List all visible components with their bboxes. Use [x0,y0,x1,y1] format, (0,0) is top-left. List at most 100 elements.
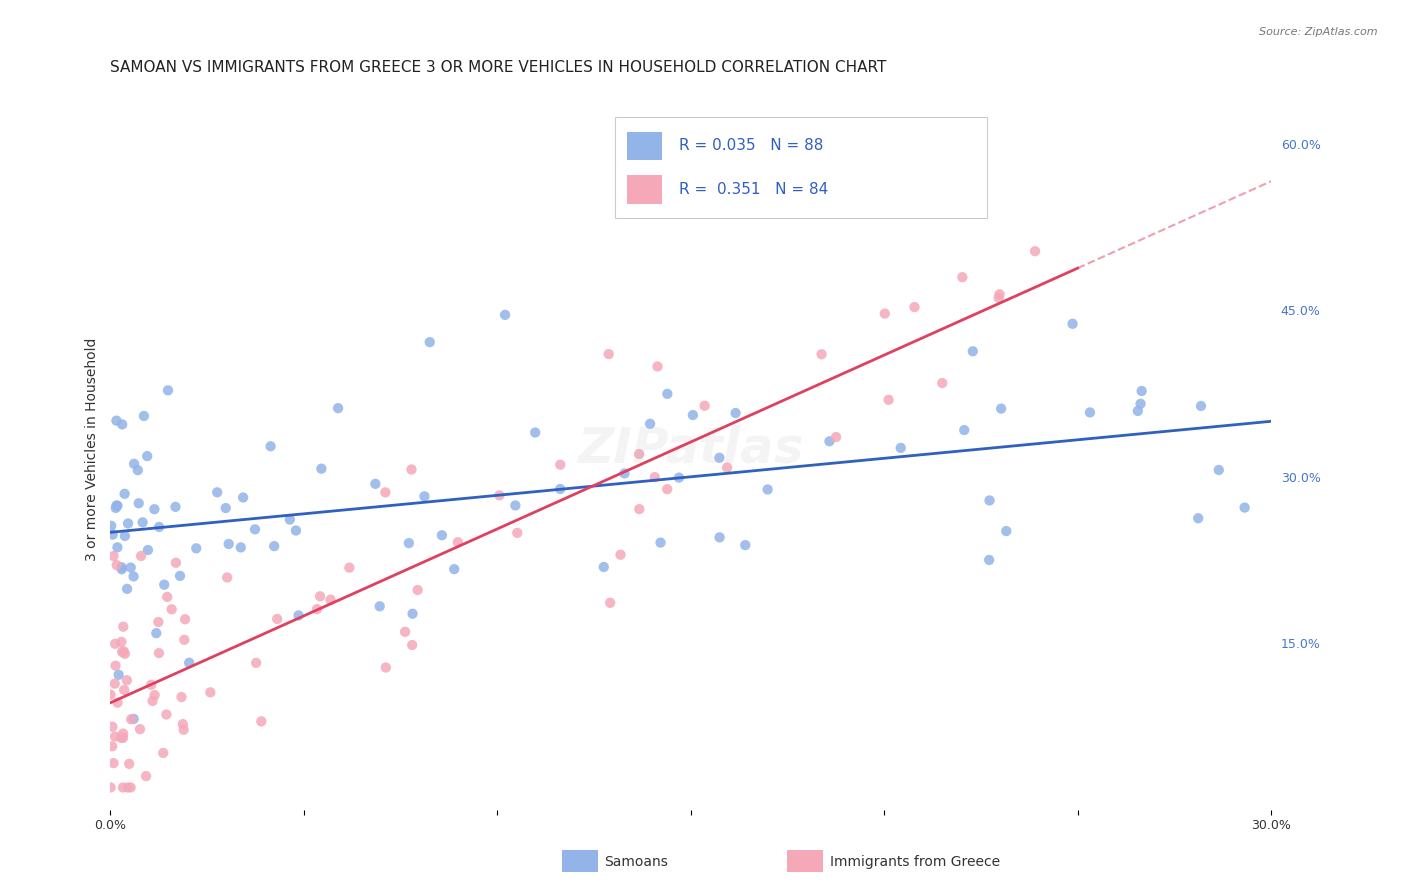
Samoans [548,482,571,496]
Immigrants from Greece [112,683,135,698]
Immigrants from Greece [810,347,832,361]
Immigrants from Greece [173,632,195,647]
Samoans [278,512,301,526]
Samoans [114,487,136,501]
Samoans [122,569,145,583]
Samoans [326,401,349,416]
Immigrants from Greece [107,696,129,710]
Samoans [818,434,841,449]
Samoans [890,441,912,455]
Text: R = 0.035   N = 88: R = 0.035 N = 88 [679,138,824,153]
Samoans [398,536,420,550]
Immigrants from Greece [101,720,124,734]
Immigrants from Greece [550,458,572,472]
Samoans [111,417,134,432]
FancyBboxPatch shape [627,131,662,161]
Immigrants from Greece [1024,244,1046,259]
Immigrants from Greece [165,556,187,570]
Samoans [101,527,124,541]
Immigrants from Greece [693,399,716,413]
Samoans [186,541,208,556]
Immigrants from Greece [111,731,134,745]
Samoans [232,491,254,505]
Immigrants from Greece [104,658,127,673]
Immigrants from Greece [160,602,183,616]
Samoans [143,502,166,516]
Samoans [128,496,150,510]
Immigrants from Greece [825,430,848,444]
Samoans [613,467,636,481]
Samoans [668,470,690,484]
Samoans [243,522,266,536]
Immigrants from Greece [152,746,174,760]
FancyBboxPatch shape [616,117,987,219]
Immigrants from Greece [305,602,328,616]
Samoans [1233,500,1256,515]
Samoans [413,489,436,503]
Immigrants from Greece [174,612,197,626]
Samoans [709,530,731,544]
Immigrants from Greece [143,688,166,702]
Samoans [724,406,747,420]
Samoans [111,560,134,574]
Immigrants from Greece [628,447,651,461]
Samoans [132,409,155,423]
Samoans [494,308,516,322]
Samoans [120,560,142,574]
Samoans [709,450,731,465]
Samoans [990,401,1012,416]
Samoans [165,500,187,514]
Immigrants from Greece [644,470,666,484]
Immigrants from Greece [598,347,620,361]
Immigrants from Greece [488,488,510,502]
Samoans [995,524,1018,538]
Samoans [107,541,129,555]
Samoans [215,501,238,516]
Immigrants from Greece [110,635,132,649]
Samoans [443,562,465,576]
Samoans [105,414,128,428]
Samoans [1062,317,1084,331]
Immigrants from Greece [374,485,396,500]
Immigrants from Greece [129,722,152,736]
Samoans [218,537,240,551]
Samoans [117,516,139,531]
Samoans [953,423,976,437]
Samoans [657,387,679,401]
Samoans [287,608,309,623]
Immigrants from Greece [337,560,360,574]
Immigrants from Greece [401,638,423,652]
Immigrants from Greece [628,502,651,516]
Samoans [592,560,614,574]
Immigrants from Greece [104,637,127,651]
Immigrants from Greece [112,644,135,658]
Samoans [169,569,191,583]
Samoans [105,499,128,513]
Immigrants from Greece [319,592,342,607]
Immigrants from Greece [931,376,953,390]
Text: ZIPatlas: ZIPatlas [578,425,804,473]
Samoans [122,712,145,726]
Immigrants from Greece [114,647,136,661]
Immigrants from Greece [104,730,127,744]
Immigrants from Greece [950,270,973,285]
Text: R =  0.351   N = 84: R = 0.351 N = 84 [679,182,828,197]
Immigrants from Greece [266,612,288,626]
Samoans [136,449,159,463]
Immigrants from Greece [374,660,396,674]
Samoans [145,626,167,640]
Immigrants from Greece [401,462,423,476]
Samoans [148,520,170,534]
Samoans [114,529,136,543]
Samoans [524,425,547,440]
Samoans [107,499,129,513]
Samoans [1130,384,1153,398]
Samoans [368,599,391,614]
Immigrants from Greece [104,676,127,690]
Immigrants from Greece [173,723,195,737]
Immigrants from Greece [406,582,429,597]
Immigrants from Greece [873,307,896,321]
Samoans [1208,463,1230,477]
Samoans [1129,397,1152,411]
Samoans [364,476,387,491]
